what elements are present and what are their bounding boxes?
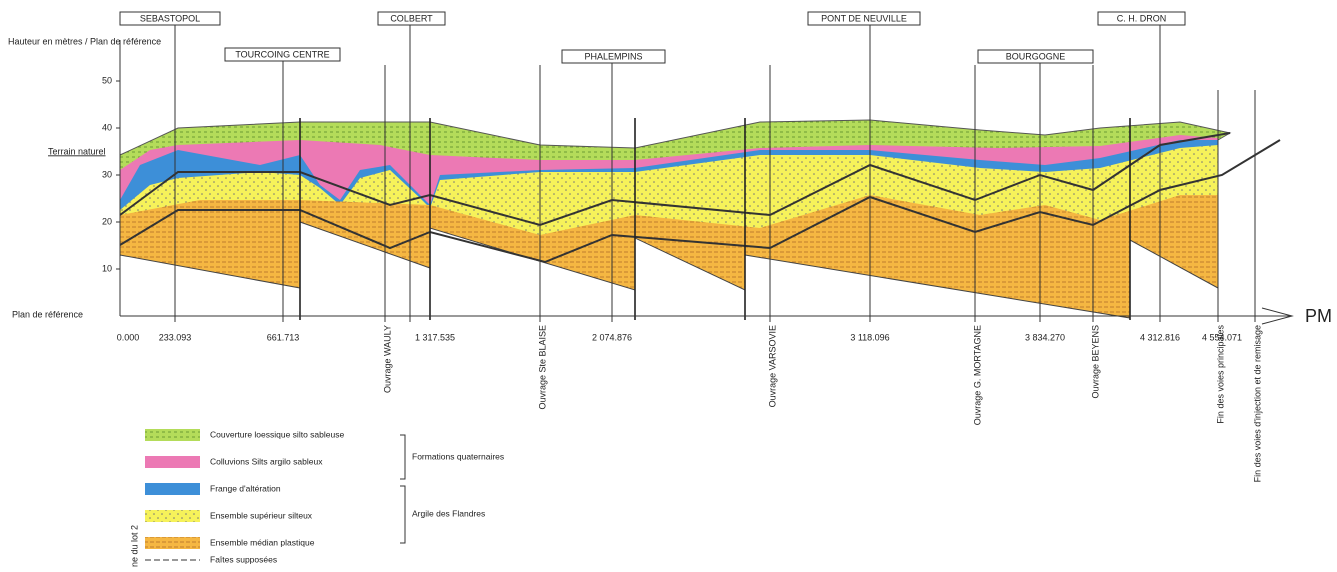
strata	[119, 118, 1281, 320]
legend-swatch	[145, 483, 200, 495]
legend-swatch	[145, 537, 200, 549]
station-name: TOURCOING CENTRE	[235, 49, 329, 59]
legend-label: Colluvions Silts argilo sableux	[210, 456, 323, 466]
pm-label: 3 834.270	[1025, 332, 1065, 342]
station-box	[561, 49, 666, 64]
legend-label: Frange d'altération	[210, 483, 281, 493]
legend-label: Ensemble médian plastique	[210, 537, 315, 547]
pm-label: 4 554.071	[1202, 332, 1242, 342]
labels: 50 40 30 20 10 SEBASTOPOL TOURCOING CENTRE COLB…	[102, 11, 1262, 572]
work-label: Origine du lot 2	[129, 525, 139, 567]
station-box	[377, 11, 446, 26]
work-label: Ouvrage WAULY	[382, 325, 392, 393]
brace	[400, 485, 406, 544]
ridge-line	[119, 132, 1231, 227]
brace	[400, 434, 406, 480]
pm-label: 3 118.096	[850, 332, 889, 342]
arrow	[1261, 307, 1294, 325]
y-axis-title: Hauteur en mètres / Plan de référence	[8, 36, 161, 46]
work-label: Ouvrage Ste BLAISE	[537, 325, 547, 410]
tick-label: 40	[102, 122, 112, 132]
station-box	[977, 49, 1094, 64]
legend-swatch	[145, 456, 200, 468]
station-name: C. H. DRON	[1117, 13, 1167, 23]
pm-label: 2 074.876	[592, 332, 632, 342]
group-label: Formations quaternaires	[412, 451, 504, 461]
tick-label: 50	[102, 75, 112, 85]
legend-label: Ensemble supérieur silteux	[210, 510, 313, 520]
pm-label: 0.000	[117, 332, 140, 342]
work-label: Ouvrage G. MORTAGNE	[972, 325, 982, 425]
station-name: COLBERT	[390, 13, 433, 23]
ground-label: Terrain naturel	[48, 146, 106, 156]
ground-line	[119, 119, 1232, 156]
work-label: Fin des voies d'injection et de remisage	[1252, 325, 1262, 482]
work-label: Ouvrage BEYENS	[1090, 325, 1100, 399]
tick-label: 10	[102, 263, 112, 273]
pm-label: 4 312.816	[1140, 332, 1180, 342]
axis-end: PM	[1305, 306, 1332, 326]
work-label: Ouvrage VARSOVIE	[767, 325, 777, 407]
station-name: SEBASTOPOL	[140, 13, 200, 23]
station-box	[1097, 11, 1186, 26]
legend-label: Couverture loessique silto sableuse	[210, 429, 344, 439]
station-name: BOURGOGNE	[1006, 51, 1066, 61]
legend-label: Faîtes supposées	[210, 554, 277, 564]
station-name: PHALEMPINS	[584, 51, 642, 61]
pm-label: 1 317.535	[415, 332, 455, 342]
work-label: Fin des voies principales	[1215, 325, 1225, 424]
station-box	[119, 11, 221, 26]
pm-label: 661.713	[267, 332, 300, 342]
frame	[119, 40, 1294, 325]
station-box	[807, 11, 921, 26]
station-name: PONT DE NEUVILLE	[821, 13, 907, 23]
group-label: Argile des Flandres	[412, 508, 485, 518]
legend-swatch	[145, 429, 200, 441]
reference-label: Plan de référence	[12, 309, 83, 319]
pm-label: 233.093	[159, 332, 192, 342]
tick-label: 30	[102, 169, 112, 179]
legend-swatch	[145, 510, 200, 522]
tick-label: 20	[102, 216, 112, 226]
